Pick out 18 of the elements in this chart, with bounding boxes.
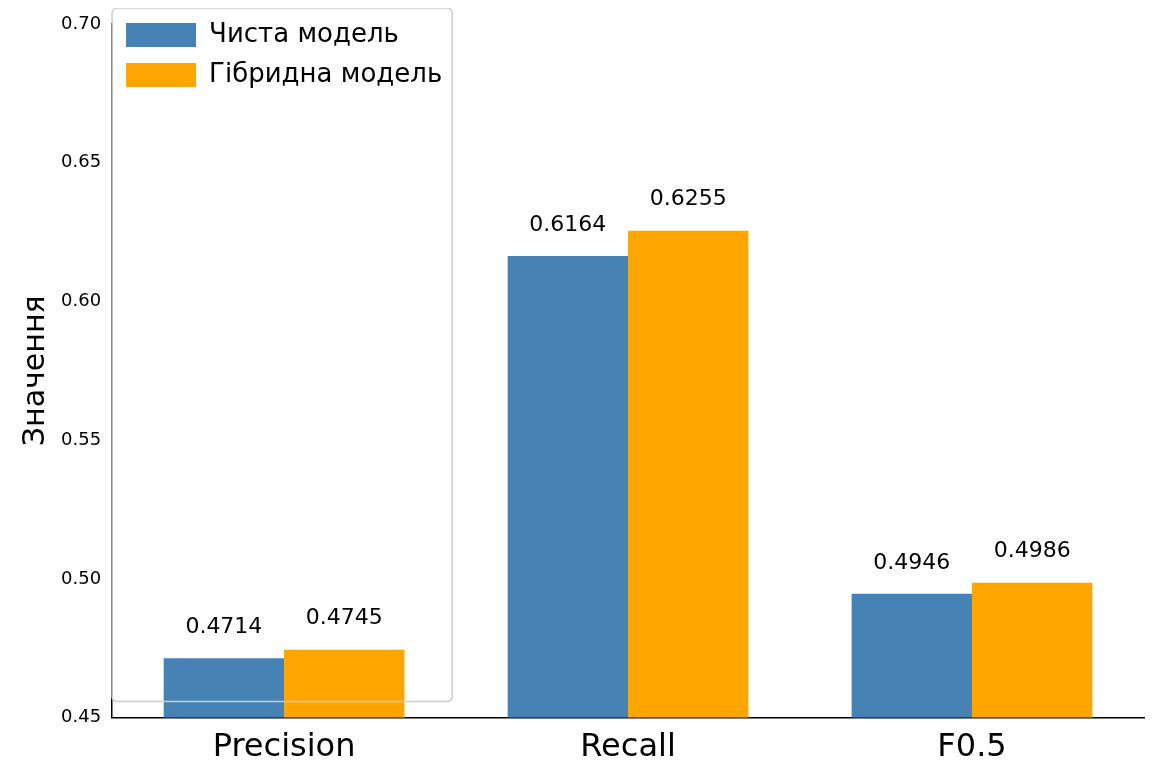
legend-label: Гібридна модель bbox=[209, 57, 443, 88]
data-label: 0.4946 bbox=[873, 548, 951, 574]
y-tick-label: 0.65 bbox=[61, 150, 102, 172]
data-label: 0.4986 bbox=[993, 537, 1071, 563]
data-label: 0.6255 bbox=[649, 185, 727, 211]
y-tick-label: 0.45 bbox=[61, 705, 102, 727]
data-label: 0.4745 bbox=[305, 604, 383, 630]
y-tick-label: 0.55 bbox=[61, 427, 102, 449]
x-tick-label: Recall bbox=[580, 726, 676, 765]
data-label: 0.6164 bbox=[529, 210, 607, 236]
data-label: 0.4714 bbox=[185, 612, 263, 638]
y-axis-title: Значення bbox=[15, 295, 51, 447]
y-tick-label: 0.50 bbox=[61, 566, 102, 588]
y-tick-label: 0.70 bbox=[61, 11, 102, 33]
x-tick-label: Precision bbox=[212, 726, 356, 765]
x-tick-label: F0.5 bbox=[937, 726, 1007, 765]
y-tick-label: 0.60 bbox=[61, 289, 102, 311]
legend-label: Чиста модель bbox=[209, 17, 399, 48]
